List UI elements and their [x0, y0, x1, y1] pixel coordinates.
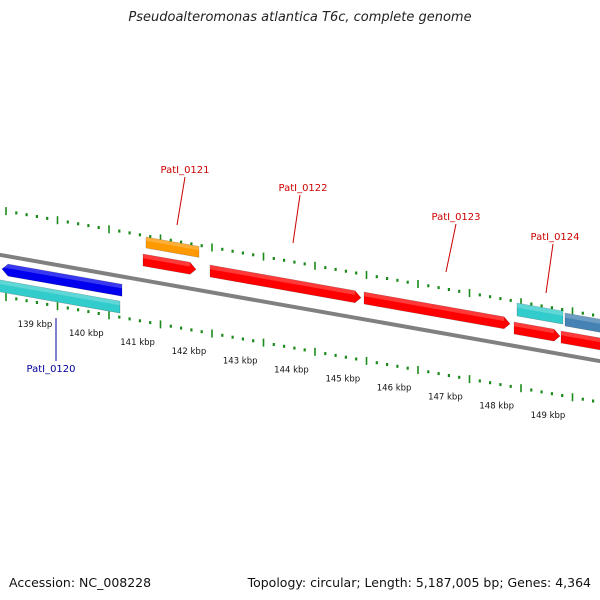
scale-tick-label: 146 kbp: [377, 384, 412, 394]
gene-label: PatI_0123: [431, 212, 480, 223]
length-label: Length:: [364, 575, 412, 590]
gene-arrow-red-2: [209, 264, 362, 304]
gene-block-steelblue-highlight: [565, 313, 600, 324]
gene-label-leader: [445, 223, 457, 273]
gene-label-leader: [292, 194, 301, 244]
scale-tick-label: 145 kbp: [325, 375, 360, 385]
gene-label-leader: [176, 176, 186, 226]
gene-label: PatI_0120: [26, 364, 75, 375]
gene-block-cyan-left: [0, 279, 121, 314]
scale-labels: 139 kbp 140 kbp 141 kbp 142 kbp 143 kbp 144 k…: [18, 320, 566, 421]
gene-arrow-red-3: [363, 291, 511, 330]
scale-tick-label: 149 kbp: [531, 411, 566, 421]
scale-tick-label: 141 kbp: [120, 338, 155, 348]
lower-tick-track: [5, 293, 595, 403]
gene-arrow-red-1: [142, 253, 197, 275]
gene-arrow-red-1-highlight: [143, 254, 190, 267]
genome-backbone: [0, 252, 600, 364]
topology-label: Topology:: [247, 575, 307, 590]
genes-label: Genes:: [507, 575, 552, 590]
genome-summary: Topology: circular; Length: 5,187,005 bp…: [247, 575, 591, 590]
gene-block-blue-highlight: [2, 264, 122, 289]
gene-block-cyan-right: [516, 302, 564, 325]
map-title: Pseudoalteromonas atlantica T6c, complet…: [128, 10, 472, 25]
accession-info: Accession: NC_008228: [9, 575, 151, 590]
scale-tick-label: 142 kbp: [172, 347, 207, 357]
scale-tick-label: 144 kbp: [274, 365, 309, 375]
gene-block-blue: [1, 263, 123, 297]
scale-tick-label: 139 kbp: [18, 320, 53, 330]
scale-tick-label: 148 kbp: [479, 402, 514, 412]
scale-tick-label: 143 kbp: [223, 356, 258, 366]
gene-arrow-red-5-highlight: [561, 331, 600, 343]
gene-arrow-red-2-highlight: [210, 265, 355, 295]
gene-block-orange-highlight: [146, 237, 199, 251]
accession-value: NC_008228: [79, 575, 152, 590]
gene-label-leader: [545, 243, 554, 294]
upper-tick-track: [5, 207, 595, 317]
gene-label: PatI_0124: [530, 232, 579, 243]
accession-label: Accession:: [9, 575, 76, 590]
gene-block-cyan-left-highlight: [0, 279, 120, 306]
gene-block-steelblue: [564, 312, 600, 333]
genes-value: 4,364: [555, 575, 591, 590]
gene-arrow-red-3-highlight: [364, 292, 504, 321]
gene-labels: PatI_0120 PatI_0121 PatI_0122 PatI_0123 PatI…: [26, 165, 579, 375]
scale-tick-label: 140 kbp: [69, 329, 104, 339]
gene-features: [0, 236, 600, 351]
gene-block-cyan-right-highlight: [517, 303, 563, 316]
gene-label: PatI_0121: [160, 165, 209, 176]
length-value: 5,187,005 bp: [415, 575, 500, 590]
gene-arrow-red-4-highlight: [514, 322, 554, 334]
scale-tick-label: 147 kbp: [428, 393, 463, 403]
topology-value: circular: [310, 575, 357, 590]
gene-label: PatI_0122: [278, 183, 327, 194]
gene-arrow-red-5: [560, 330, 600, 351]
gene-block-orange: [145, 236, 200, 258]
gene-arrow-red-4: [513, 321, 561, 342]
